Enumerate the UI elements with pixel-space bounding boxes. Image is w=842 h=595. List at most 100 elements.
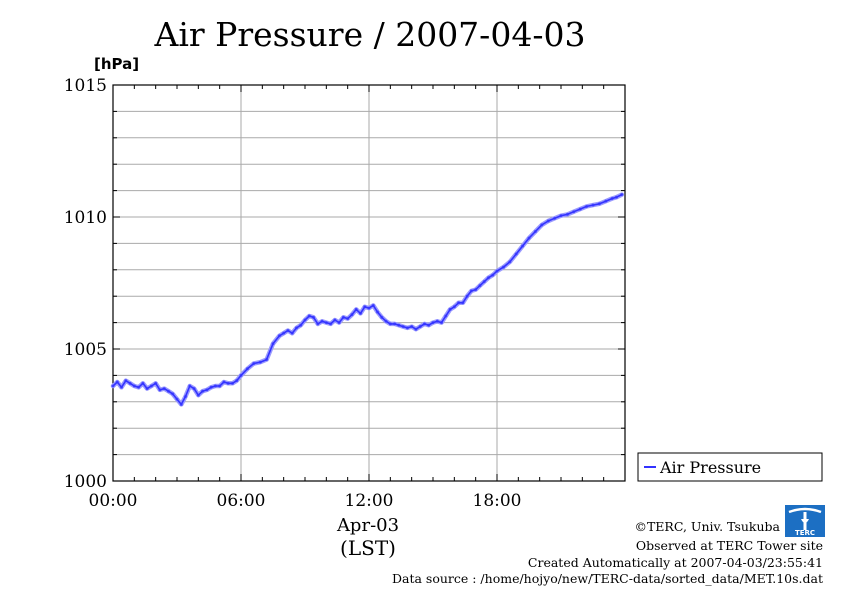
- x-tick-label: 00:00: [89, 491, 138, 511]
- series-line-halo: [110, 192, 625, 407]
- data-point: [226, 381, 230, 385]
- data-point: [465, 294, 469, 298]
- data-point: [252, 362, 256, 366]
- data-point: [401, 325, 405, 329]
- data-point: [478, 284, 482, 288]
- data-point: [341, 315, 345, 319]
- data-point: [166, 389, 170, 393]
- data-point: [333, 318, 337, 322]
- y-axis-unit-label: [hPa]: [94, 55, 139, 73]
- data-point: [132, 384, 136, 388]
- x-axis-ticks: 00:00 06:00 12:00 18:00: [89, 85, 626, 511]
- data-point: [115, 380, 119, 384]
- data-point: [367, 306, 371, 310]
- data-point: [265, 358, 269, 362]
- data-point: [329, 322, 333, 326]
- data-point: [405, 326, 409, 330]
- data-point: [565, 212, 569, 216]
- data-point: [501, 265, 505, 269]
- data-point: [188, 384, 192, 388]
- data-point: [474, 288, 478, 292]
- data-point: [495, 269, 499, 273]
- data-point: [179, 402, 183, 406]
- data-point: [384, 319, 388, 323]
- data-point: [614, 195, 618, 199]
- data-point: [258, 360, 262, 364]
- data-point: [435, 319, 439, 323]
- data-point: [162, 387, 166, 391]
- data-point: [192, 387, 196, 391]
- credit-observed: Observed at TERC Tower site: [636, 538, 823, 553]
- data-point: [578, 207, 582, 211]
- data-point: [620, 193, 624, 197]
- data-point: [294, 326, 298, 330]
- data-point: [469, 289, 473, 293]
- x-axis-date-label: Apr-03: [336, 515, 399, 536]
- data-point: [145, 387, 149, 391]
- data-point: [397, 323, 401, 327]
- data-point: [553, 216, 557, 220]
- data-point: [222, 380, 226, 384]
- data-point: [128, 381, 132, 385]
- data-point: [218, 384, 222, 388]
- data-point: [546, 219, 550, 223]
- data-point: [604, 199, 608, 203]
- data-point: [111, 384, 115, 388]
- data-point: [388, 322, 392, 326]
- data-point: [271, 342, 275, 346]
- data-point: [427, 323, 431, 327]
- x-tick-label: 06:00: [217, 491, 266, 511]
- data-point: [230, 381, 234, 385]
- data-point: [312, 315, 316, 319]
- data-point: [508, 260, 512, 264]
- series-line: [112, 193, 623, 406]
- data-point: [431, 321, 435, 325]
- data-point: [482, 280, 486, 284]
- data-point: [354, 307, 358, 311]
- series-group: [110, 192, 625, 407]
- data-point: [422, 322, 426, 326]
- data-point: [572, 210, 576, 214]
- x-axis-timezone-label: (LST): [340, 536, 396, 560]
- data-point: [299, 323, 303, 327]
- data-point: [533, 230, 537, 234]
- data-point: [540, 223, 544, 227]
- credit-created: Created Automatically at 2007-04-03/23:5…: [528, 555, 823, 570]
- data-point: [363, 305, 367, 309]
- data-point: [307, 314, 311, 318]
- data-point: [457, 301, 461, 305]
- data-point: [141, 381, 145, 385]
- x-tick-label: 18:00: [473, 491, 522, 511]
- data-point: [380, 315, 384, 319]
- data-point: [154, 381, 158, 385]
- data-point: [245, 367, 249, 371]
- data-point: [137, 385, 141, 389]
- data-point: [597, 202, 601, 206]
- chart-title: Air Pressure / 2007-04-03: [154, 15, 586, 54]
- credit-copyright: ©TERC, Univ. Tsukuba: [634, 519, 780, 534]
- y-axis-ticks: 1000 1005 1010 1015: [64, 76, 625, 492]
- data-point: [393, 322, 397, 326]
- y-tick-label: 1010: [64, 208, 107, 228]
- x-tick-label: 12:00: [345, 491, 394, 511]
- data-point: [171, 392, 175, 396]
- y-tick-label: 1000: [64, 472, 107, 492]
- data-point: [559, 214, 563, 218]
- y-tick-label: 1015: [64, 76, 107, 96]
- grid-lines: [113, 84, 625, 482]
- y-tick-label: 1005: [64, 340, 107, 360]
- data-point: [201, 389, 205, 393]
- data-point: [440, 321, 444, 325]
- data-point: [175, 397, 179, 401]
- data-point: [371, 303, 375, 307]
- data-point: [514, 252, 518, 256]
- data-point: [410, 325, 414, 329]
- data-point: [350, 313, 354, 317]
- data-point: [286, 329, 290, 333]
- data-point: [414, 327, 418, 331]
- data-point: [184, 395, 188, 399]
- data-point: [205, 388, 209, 392]
- data-point: [418, 325, 422, 329]
- data-point: [376, 310, 380, 314]
